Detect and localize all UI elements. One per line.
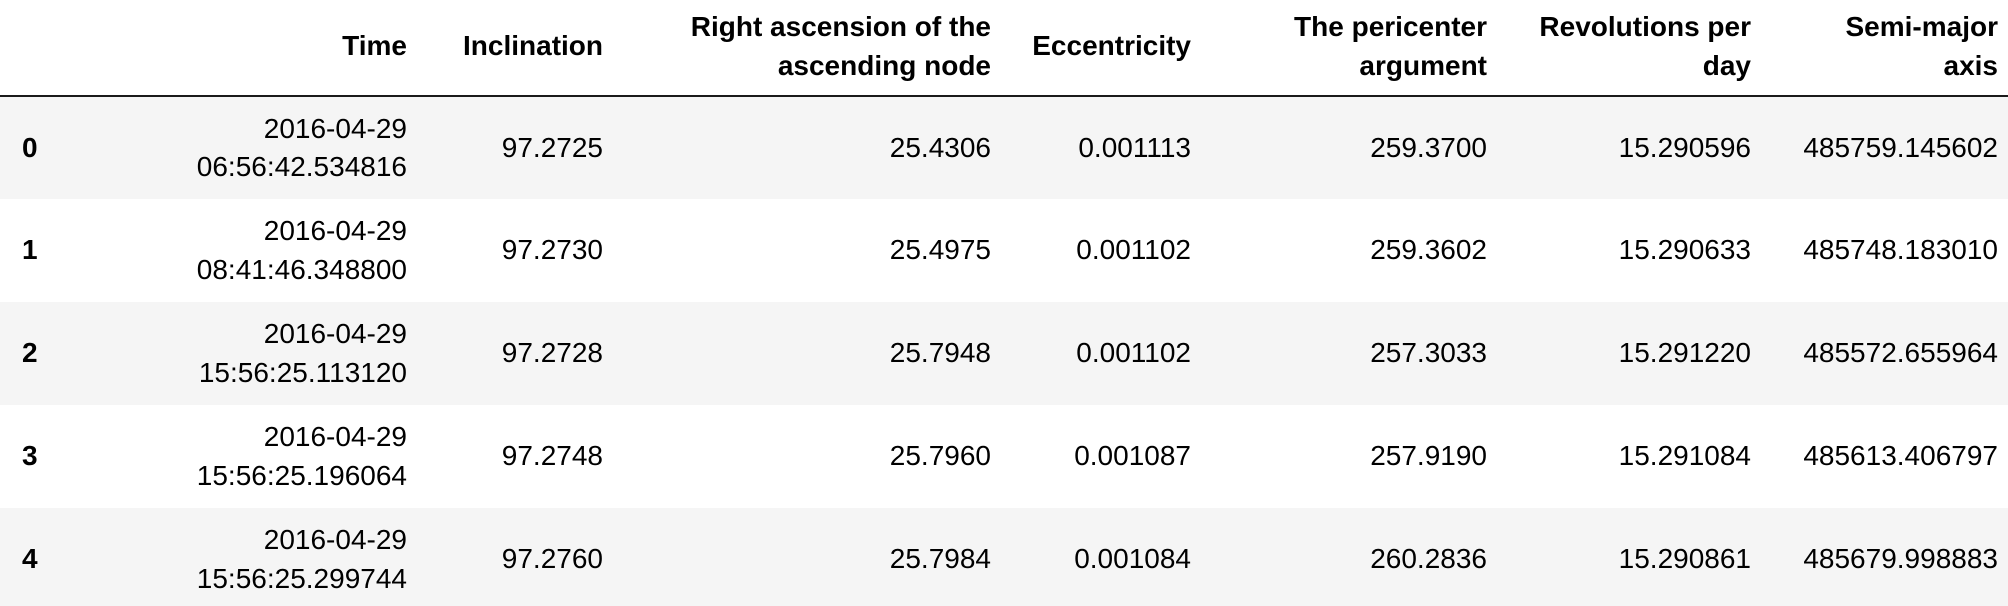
table-row: 3 2016-04-29 15:56:25.196064 97.2748 25.…	[0, 405, 2008, 508]
cell-revolutions-per-day: 15.291084	[1618, 440, 1751, 472]
cell-pericenter-argument: 257.3033	[1370, 337, 1487, 369]
cell-time: 2016-04-29 06:56:42.534816	[196, 112, 407, 183]
cell-pericenter-argument: 259.3602	[1370, 234, 1487, 266]
cell-revolutions-per-day: 15.291220	[1618, 337, 1751, 369]
column-header-index	[0, 0, 55, 98]
cell-semi-major-axis: 485679.998883	[1803, 543, 1998, 575]
row-index: 0	[22, 131, 38, 163]
column-header-inclination: Inclination	[417, 0, 613, 98]
cell-inclination: 97.2730	[501, 234, 603, 266]
cell-revolutions-per-day: 15.290633	[1618, 234, 1751, 266]
cell-eccentricity: 0.001087	[1074, 440, 1191, 472]
cell-pericenter-argument: 260.2836	[1370, 543, 1487, 575]
cell-revolutions-per-day: 15.290596	[1618, 131, 1751, 163]
column-header-time: Time	[55, 0, 417, 98]
cell-time: 2016-04-29 15:56:25.113120	[198, 318, 407, 388]
cell-eccentricity: 0.001113	[1078, 131, 1191, 163]
row-index: 2	[22, 337, 38, 369]
column-header-eccentricity: Eccentricity	[1001, 0, 1201, 98]
cell-time: 2016-04-29 15:56:25.299744	[196, 524, 407, 594]
table-row: 4 2016-04-29 15:56:25.299744 97.2760 25.…	[0, 508, 2008, 606]
cell-revolutions-per-day: 15.290861	[1618, 543, 1751, 575]
cell-inclination: 97.2760	[501, 543, 603, 575]
cell-inclination: 97.2748	[501, 440, 603, 472]
column-header-pericenter-argument: The pericenter argument	[1201, 0, 1497, 98]
cell-semi-major-axis: 485748.183010	[1803, 234, 1998, 266]
cell-raan: 25.4306	[889, 131, 991, 163]
cell-pericenter-argument: 257.9190	[1370, 440, 1487, 472]
cell-raan: 25.7984	[889, 543, 991, 575]
cell-raan: 25.4975	[889, 234, 991, 266]
cell-pericenter-argument: 259.3700	[1370, 131, 1487, 163]
cell-time: 2016-04-29 08:41:46.348800	[196, 215, 407, 285]
cell-semi-major-axis: 485759.145602	[1803, 131, 1998, 163]
column-header-revolutions-per-day: Revolutions per day	[1497, 0, 1761, 98]
cell-time: 2016-04-29 15:56:25.196064	[196, 421, 407, 491]
row-index: 3	[22, 440, 38, 472]
cell-semi-major-axis: 485613.406797	[1803, 440, 1998, 472]
table-header: Time Inclination Right ascension of the …	[0, 0, 2008, 98]
column-header-raan: Right ascension of the ascending node	[613, 0, 1001, 98]
cell-raan: 25.7960	[889, 440, 991, 472]
cell-raan: 25.7948	[889, 337, 991, 369]
table-row: 0 2016-04-29 06:56:42.534816 97.2725 25.…	[0, 96, 2008, 200]
cell-eccentricity: 0.001084	[1074, 543, 1191, 575]
header-row: Time Inclination Right ascension of the …	[0, 0, 2008, 98]
row-index: 1	[22, 234, 38, 266]
cell-inclination: 97.2725	[501, 131, 603, 163]
row-index: 4	[22, 543, 38, 575]
column-header-semi-major-axis: Semi-major axis	[1761, 0, 2008, 98]
table-row: 2 2016-04-29 15:56:25.113120 97.2728 25.…	[0, 302, 2008, 406]
cell-eccentricity: 0.001102	[1076, 337, 1191, 369]
table-body: 0 2016-04-29 06:56:42.534816 97.2725 25.…	[0, 96, 2008, 606]
cell-inclination: 97.2728	[501, 337, 603, 369]
cell-eccentricity: 0.001102	[1076, 234, 1191, 266]
table-row: 1 2016-04-29 08:41:46.348800 97.2730 25.…	[0, 199, 2008, 302]
cell-semi-major-axis: 485572.655964	[1803, 337, 1998, 369]
